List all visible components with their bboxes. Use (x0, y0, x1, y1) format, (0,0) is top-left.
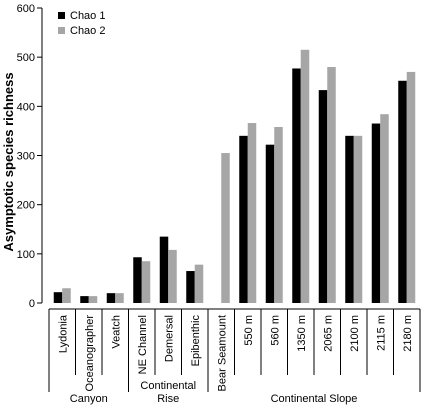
bar-chao2 (380, 114, 389, 303)
legend: Chao 1 Chao 2 (58, 10, 105, 37)
category-label: 1350 m (296, 315, 308, 352)
bar-chao2 (221, 153, 230, 303)
category-label: 550 m (243, 315, 255, 346)
y-tick-label: 600 (17, 3, 35, 15)
bar-chao1 (133, 257, 142, 303)
bar-chao2 (115, 293, 124, 303)
category-label: NE Channel (137, 315, 149, 374)
bar-chao2 (406, 71, 416, 303)
category-label: Epibenthic (190, 315, 202, 367)
bar-chao2 (194, 264, 204, 303)
bar-chao2 (327, 67, 336, 303)
bar-chao1 (398, 80, 407, 304)
category-label: 560 m (269, 315, 281, 346)
category-label: Veatch (110, 315, 122, 349)
bar-chao1 (106, 293, 116, 303)
bar-chao1 (265, 144, 275, 303)
category-label: Lydonia (57, 314, 69, 353)
bar-chao2 (62, 288, 71, 303)
bar-chao1 (318, 90, 328, 303)
group-label: Continental Rise (140, 380, 196, 405)
bar-chao2 (88, 296, 98, 303)
y-tick-label: 500 (17, 52, 35, 64)
bar-chao1 (292, 68, 301, 303)
category-label: Bear Seamount (216, 315, 228, 391)
category-label: 2100 m (349, 315, 361, 352)
y-tick-label: 400 (17, 101, 35, 113)
bar-chao1 (239, 135, 248, 303)
legend-swatch (58, 12, 65, 19)
y-axis-title: Asymptotic species richness (1, 72, 16, 251)
bar-chao2 (274, 126, 283, 303)
y-tick-label: 100 (17, 249, 35, 261)
bar-chao1 (186, 271, 195, 303)
bar-chao2 (168, 249, 177, 303)
category-label: 2180 m (402, 315, 414, 352)
bar-chao1 (345, 135, 354, 303)
bar-chao2 (141, 261, 151, 303)
bar-chao2 (353, 135, 363, 303)
bar-chao2 (300, 49, 310, 303)
y-tick-label: 200 (17, 200, 35, 212)
category-label: 2115 m (375, 315, 387, 351)
bars (53, 49, 416, 304)
category-label: Oceanographer (84, 315, 96, 392)
group-label: Canyon (70, 393, 108, 405)
bar-chao1 (80, 296, 89, 303)
y-tick-label: 300 (17, 151, 35, 163)
y-axis: 0 100 200 300 400 500 600 (17, 3, 43, 310)
bar-chao2 (247, 123, 257, 303)
legend-swatch (58, 27, 65, 34)
legend-label: Chao 2 (70, 25, 105, 37)
x-axis: Lydonia Oceanographer Veatch NE Channel Deme… (48, 308, 421, 405)
y-tick-label: 0 (29, 298, 35, 310)
bar-chao1 (159, 236, 169, 304)
group-label: Continental Slope (271, 393, 358, 405)
category-label: 2065 m (322, 315, 334, 352)
bar-chao1 (371, 123, 381, 303)
legend-label: Chao 1 (70, 10, 105, 22)
bar-chao1 (53, 292, 63, 303)
category-label: Demersal (163, 315, 175, 362)
